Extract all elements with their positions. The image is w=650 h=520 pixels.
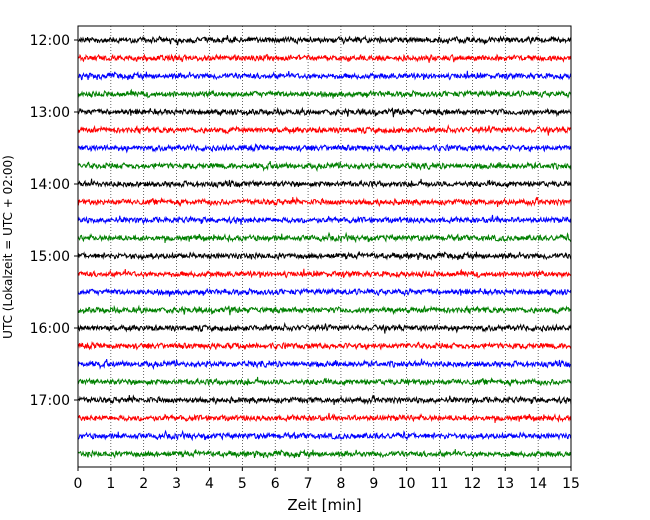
y-axis: 12:00 13:00 14:00 15:00 16:00 17:00 [30,33,78,409]
x-tick-label: 5 [238,476,247,492]
x-tick-label: 11 [431,476,449,492]
trace-1700 [77,394,572,406]
trace-1445 [77,231,572,244]
y-tick-label: 16:00 [30,321,70,337]
x-tick-label: 7 [304,476,313,492]
trace-1200 [77,34,572,46]
trace-1600 [77,321,572,334]
trace-1730 [77,429,572,442]
y-tick-label: 14:00 [30,177,70,193]
y-axis-label: UTC (Lokalzeit = UTC + 02:00) [1,155,15,339]
y-tick-label: 17:00 [30,393,70,409]
trace-1530 [77,287,572,297]
x-tick-label: 9 [369,476,378,492]
x-tick-label: 2 [139,476,148,492]
trace-1630 [77,358,572,371]
x-tick-label: 4 [205,476,214,492]
trace-1330 [77,142,572,154]
y-tick-label: 15:00 [30,249,70,265]
x-tick-label: 0 [74,476,83,492]
trace-1715 [77,412,572,424]
trace-1215 [77,53,572,63]
trace-1615 [77,340,572,351]
trace-1315 [77,123,572,136]
x-axis-label: Zeit [min] [287,496,361,514]
trace-1500 [77,251,572,261]
trace-1645 [77,376,572,387]
x-tick-label: 15 [562,476,580,492]
trace-1245 [77,88,572,99]
x-tick-label: 1 [106,476,115,492]
x-axis: 0 1 2 3 4 5 6 7 8 9 10 11 12 13 14 15 [74,467,580,492]
trace-1230 [77,70,572,81]
x-tick-label: 12 [463,476,481,492]
trace-1345 [77,160,572,173]
trace-group [77,34,572,459]
y-tick-label: 12:00 [30,33,70,49]
trace-1745 [77,449,572,459]
trace-1515 [77,268,572,279]
trace-1430 [77,214,572,225]
x-tick-label: 8 [336,476,345,492]
x-tick-label: 13 [496,476,514,492]
plot-frame [77,25,572,468]
trace-1300 [77,106,572,118]
trace-1415 [77,196,572,208]
trace-1545 [77,304,572,316]
trace-1400 [77,178,572,189]
x-tick-label: 3 [172,476,181,492]
y-tick-label: 13:00 [30,105,70,121]
x-tick-label: 10 [398,476,416,492]
x-tick-label: 14 [529,476,547,492]
x-tick-label: 6 [271,476,280,492]
